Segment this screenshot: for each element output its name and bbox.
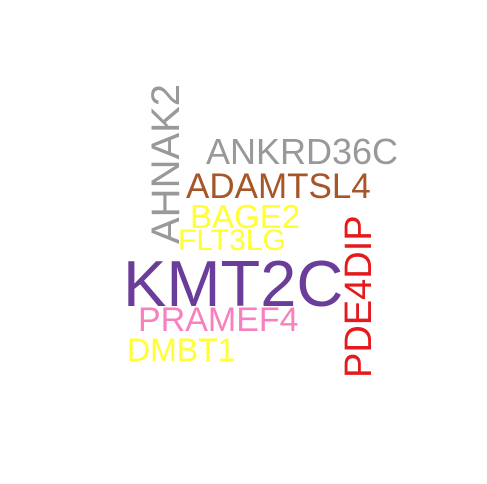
word-bage2: BAGE2: [190, 198, 301, 235]
word-dmbt1: DMBT1: [127, 332, 236, 368]
word-ankrd36c: ANKRD36C: [206, 131, 399, 172]
word-flt3lg: FLT3LG: [178, 224, 286, 257]
word-pramef4: PRAMEF4: [138, 301, 299, 339]
word-pde4dip: PDE4DIP: [338, 215, 380, 378]
word-ahnak2: AHNAK2: [144, 83, 188, 244]
word-kmt2c: KMT2C: [123, 247, 344, 320]
word-adamtsl4: ADAMTSL4: [186, 167, 371, 206]
